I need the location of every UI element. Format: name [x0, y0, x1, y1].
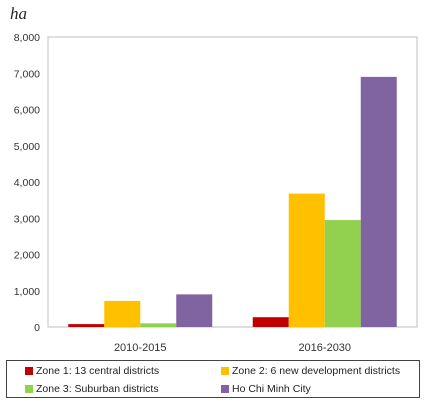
bar-2010-2015-series-3 — [140, 323, 177, 327]
legend-swatch-zone1 — [25, 367, 33, 375]
plot-area — [47, 36, 418, 328]
legend-swatch-hcmc — [221, 385, 229, 393]
y-tick-label: 3,000 — [14, 213, 40, 225]
x-category-label: 2010-2015 — [114, 342, 167, 354]
bar-2010-2015-series-1 — [68, 324, 105, 327]
bar-2016-2030-series-3 — [324, 220, 361, 327]
legend-label-zone2: Zone 2: 6 new development districts — [232, 365, 401, 377]
legend-swatch-zone2 — [221, 367, 229, 375]
legend-item-zone3: Zone 3: Suburban districts — [25, 383, 159, 395]
legend-label-hcmc: Ho Chi Minh City — [232, 383, 311, 395]
bar-2010-2015-series-2 — [104, 300, 141, 327]
bar-2016-2030-series-1 — [252, 317, 289, 327]
legend-item-zone1: Zone 1: 13 central districts — [25, 365, 159, 377]
y-tick-label: 2,000 — [14, 250, 40, 262]
bar-2010-2015-series-4 — [176, 294, 213, 327]
x-category-label: 2016-2030 — [298, 342, 351, 354]
legend-label-zone3: Zone 3: Suburban districts — [36, 383, 159, 395]
legend-swatch-zone3 — [25, 385, 33, 393]
bar-2016-2030-series-2 — [288, 193, 325, 327]
legend-item-hcmc: Ho Chi Minh City — [221, 383, 311, 395]
y-tick-label: 5,000 — [14, 141, 40, 153]
legend-label-zone1: Zone 1: 13 central districts — [36, 365, 160, 377]
y-tick-label: 6,000 — [14, 105, 40, 117]
y-tick-label: 8,000 — [14, 32, 40, 44]
y-unit-label: ha — [10, 4, 27, 23]
legend-item-zone2: Zone 2: 6 new development districts — [221, 365, 400, 377]
y-tick-label: 7,000 — [14, 68, 40, 80]
y-tick-label: 1,000 — [14, 286, 40, 298]
legend: Zone 1: 13 central districts Zone 2: 6 n… — [6, 360, 420, 398]
y-tick-label: 0 — [34, 322, 40, 334]
y-tick-label: 4,000 — [14, 177, 40, 189]
bar-2016-2030-series-4 — [360, 76, 397, 327]
